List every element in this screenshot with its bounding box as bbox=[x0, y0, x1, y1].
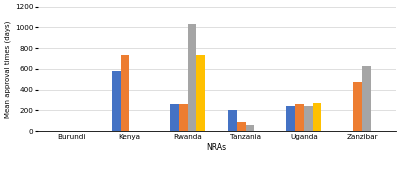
Bar bbox=[188, 24, 196, 131]
Bar bbox=[304, 106, 313, 131]
Bar bbox=[286, 106, 295, 131]
Bar bbox=[237, 122, 246, 131]
Bar bbox=[362, 66, 371, 131]
Bar bbox=[121, 55, 130, 131]
Bar bbox=[353, 82, 362, 131]
X-axis label: NRAs: NRAs bbox=[207, 143, 227, 152]
Bar bbox=[179, 104, 188, 131]
Bar bbox=[170, 104, 179, 131]
Bar bbox=[246, 125, 254, 131]
Bar bbox=[313, 102, 321, 131]
Y-axis label: Mean approval times (days): Mean approval times (days) bbox=[4, 20, 11, 118]
Bar bbox=[112, 71, 121, 131]
Bar bbox=[295, 104, 304, 131]
Bar bbox=[228, 110, 237, 131]
Bar bbox=[196, 55, 205, 131]
